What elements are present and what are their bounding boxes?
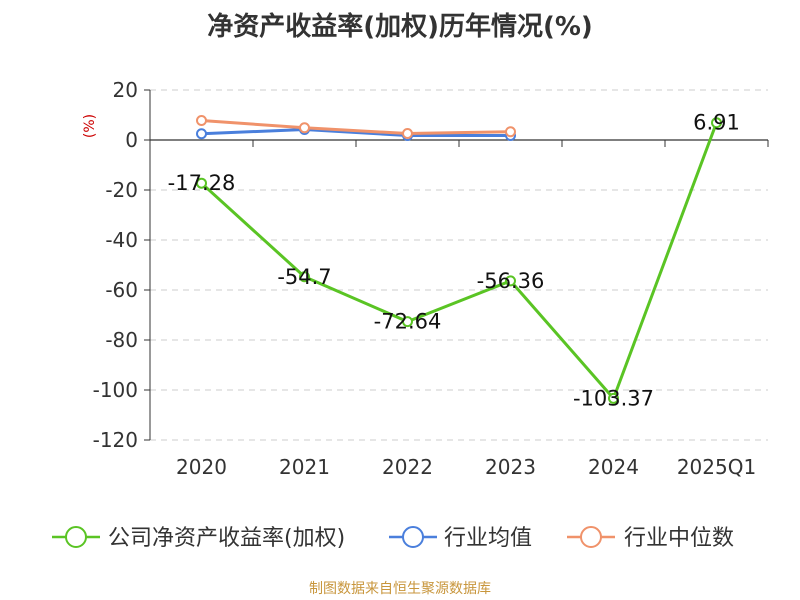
data-point <box>711 117 722 129</box>
series-line <box>201 119 511 135</box>
data-label: -56.36 <box>477 269 545 293</box>
data-point <box>505 126 516 138</box>
data-label: 6.91 <box>693 111 740 135</box>
x-tick-label: 2021 <box>279 455 330 479</box>
data-point <box>196 115 207 126</box>
source-note: 制图数据来自恒生聚源数据库 <box>309 581 491 597</box>
y-tick-label: -80 <box>105 328 138 352</box>
legend-swatch-marker <box>402 526 424 548</box>
data-labels: -17.28 -54.7 -72.64 -56.36 -103.37 6.91 <box>168 111 740 411</box>
legend-swatch-marker <box>580 526 602 548</box>
series-line <box>201 128 511 137</box>
x-tick-label: 2022 <box>382 455 433 479</box>
data-point <box>402 128 413 139</box>
data-point <box>299 271 310 283</box>
legend-item: 公司净资产收益率(加权) <box>52 526 345 551</box>
series-line <box>200 122 718 400</box>
x-tick-labels: 2020 2021 2022 2023 2024 2025Q1 <box>176 455 756 479</box>
data-label: -72.64 <box>374 310 442 334</box>
y-tick-label: 20 <box>113 78 138 102</box>
chart-title: 净资产收益率(加权)历年情况(%) <box>207 12 593 42</box>
legend: 公司净资产收益率(加权) 行业均值 行业中位数 <box>52 526 734 551</box>
data-label: -17.28 <box>168 171 236 195</box>
legend-item: 行业均值 <box>389 526 532 551</box>
y-tick-label: 0 <box>125 128 138 152</box>
y-tick-label: -20 <box>105 178 138 202</box>
x-tick-label: 2024 <box>588 455 639 479</box>
x-tick-label: 2020 <box>176 455 227 479</box>
data-point <box>608 392 619 404</box>
data-point <box>196 128 207 140</box>
x-tick-label: 2025Q1 <box>677 455 756 479</box>
data-label: -103.37 <box>573 386 654 410</box>
y-axis-unit-label: (%) <box>82 114 98 138</box>
legend-item: 行业中位数 <box>567 526 734 551</box>
data-point <box>505 275 516 287</box>
legend-label: 行业均值 <box>444 526 532 551</box>
x-tick-label: 2023 <box>485 455 536 479</box>
data-point <box>299 122 310 134</box>
data-point <box>196 177 207 189</box>
data-point <box>402 316 413 328</box>
legend-swatch-marker <box>65 526 87 548</box>
y-tick-label: -60 <box>105 278 138 302</box>
data-label: -54.7 <box>277 265 331 289</box>
gridlines <box>150 89 768 441</box>
series-lines <box>196 115 722 404</box>
y-tick-label: -100 <box>93 378 138 402</box>
legend-label: 行业中位数 <box>624 526 734 551</box>
y-tick-labels: 20 0 -20 -40 -60 -80 -100 -120 <box>93 78 138 452</box>
y-tick-label: -40 <box>105 228 138 252</box>
legend-label: 公司净资产收益率(加权) <box>108 526 345 551</box>
axes <box>144 89 769 441</box>
y-tick-label: -120 <box>93 428 138 452</box>
